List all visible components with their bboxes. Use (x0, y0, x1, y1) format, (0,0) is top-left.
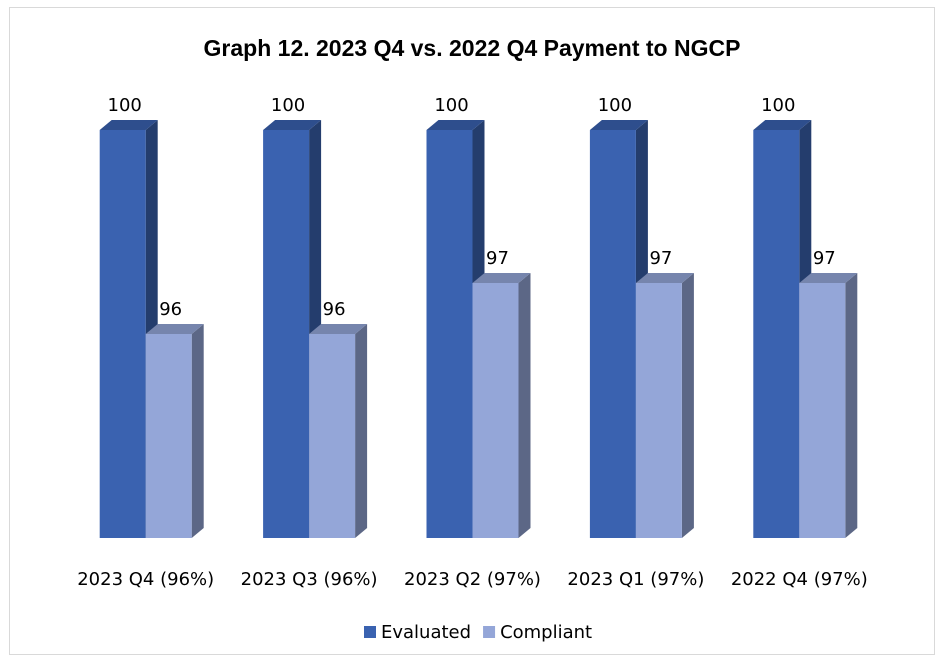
data-label: 96 (323, 299, 346, 320)
bar (589, 130, 636, 538)
bar (426, 130, 473, 538)
data-label: 100 (108, 95, 142, 116)
data-label: 97 (486, 248, 509, 269)
data-label: 100 (598, 95, 632, 116)
bar-side (191, 324, 204, 538)
chart-title: Graph 12. 2023 Q4 vs. 2022 Q4 Payment to… (204, 35, 741, 61)
bar-top (309, 324, 368, 334)
x-tick-label: 2023 Q4 (96%) (77, 569, 214, 590)
bar (309, 334, 356, 538)
bar (635, 283, 682, 538)
bar-side (518, 273, 531, 538)
x-tick-label: 2022 Q4 (97%) (731, 569, 868, 590)
data-label: 100 (271, 95, 305, 116)
bar-top (472, 273, 531, 283)
bar-side (845, 273, 858, 538)
data-label: 96 (159, 299, 182, 320)
data-label: 100 (434, 95, 468, 116)
legend-swatch (364, 626, 376, 638)
bar-side (355, 324, 368, 538)
bar-top (263, 120, 322, 130)
x-tick-label: 2023 Q2 (97%) (404, 569, 541, 590)
data-label: 100 (761, 95, 795, 116)
bar-top (753, 120, 812, 130)
legend-swatch (483, 626, 496, 638)
bar-top (145, 324, 204, 334)
bar (145, 334, 192, 538)
bar (472, 283, 519, 538)
bar-top (589, 120, 648, 130)
bar (753, 130, 800, 538)
bar-top (799, 273, 858, 283)
x-tick-label: 2023 Q1 (97%) (567, 569, 704, 590)
x-tick-label: 2023 Q3 (96%) (241, 569, 378, 590)
bar-top (635, 273, 694, 283)
bar-top (426, 120, 485, 130)
data-label: 97 (813, 248, 836, 269)
bar-top (99, 120, 158, 130)
legend-label: Evaluated (381, 622, 471, 643)
data-label: 97 (649, 248, 672, 269)
bar-side (681, 273, 694, 538)
legend-label: Compliant (500, 622, 592, 643)
bar (799, 283, 846, 538)
bar (263, 130, 310, 538)
bar (99, 130, 146, 538)
